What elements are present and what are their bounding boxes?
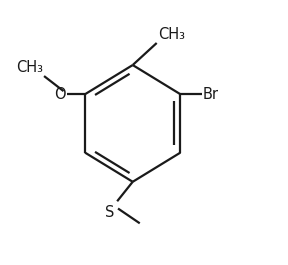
Text: O: O	[54, 87, 66, 102]
Text: Br: Br	[203, 87, 219, 102]
Text: CH₃: CH₃	[158, 27, 185, 42]
Text: S: S	[105, 205, 114, 220]
Text: CH₃: CH₃	[16, 60, 43, 75]
